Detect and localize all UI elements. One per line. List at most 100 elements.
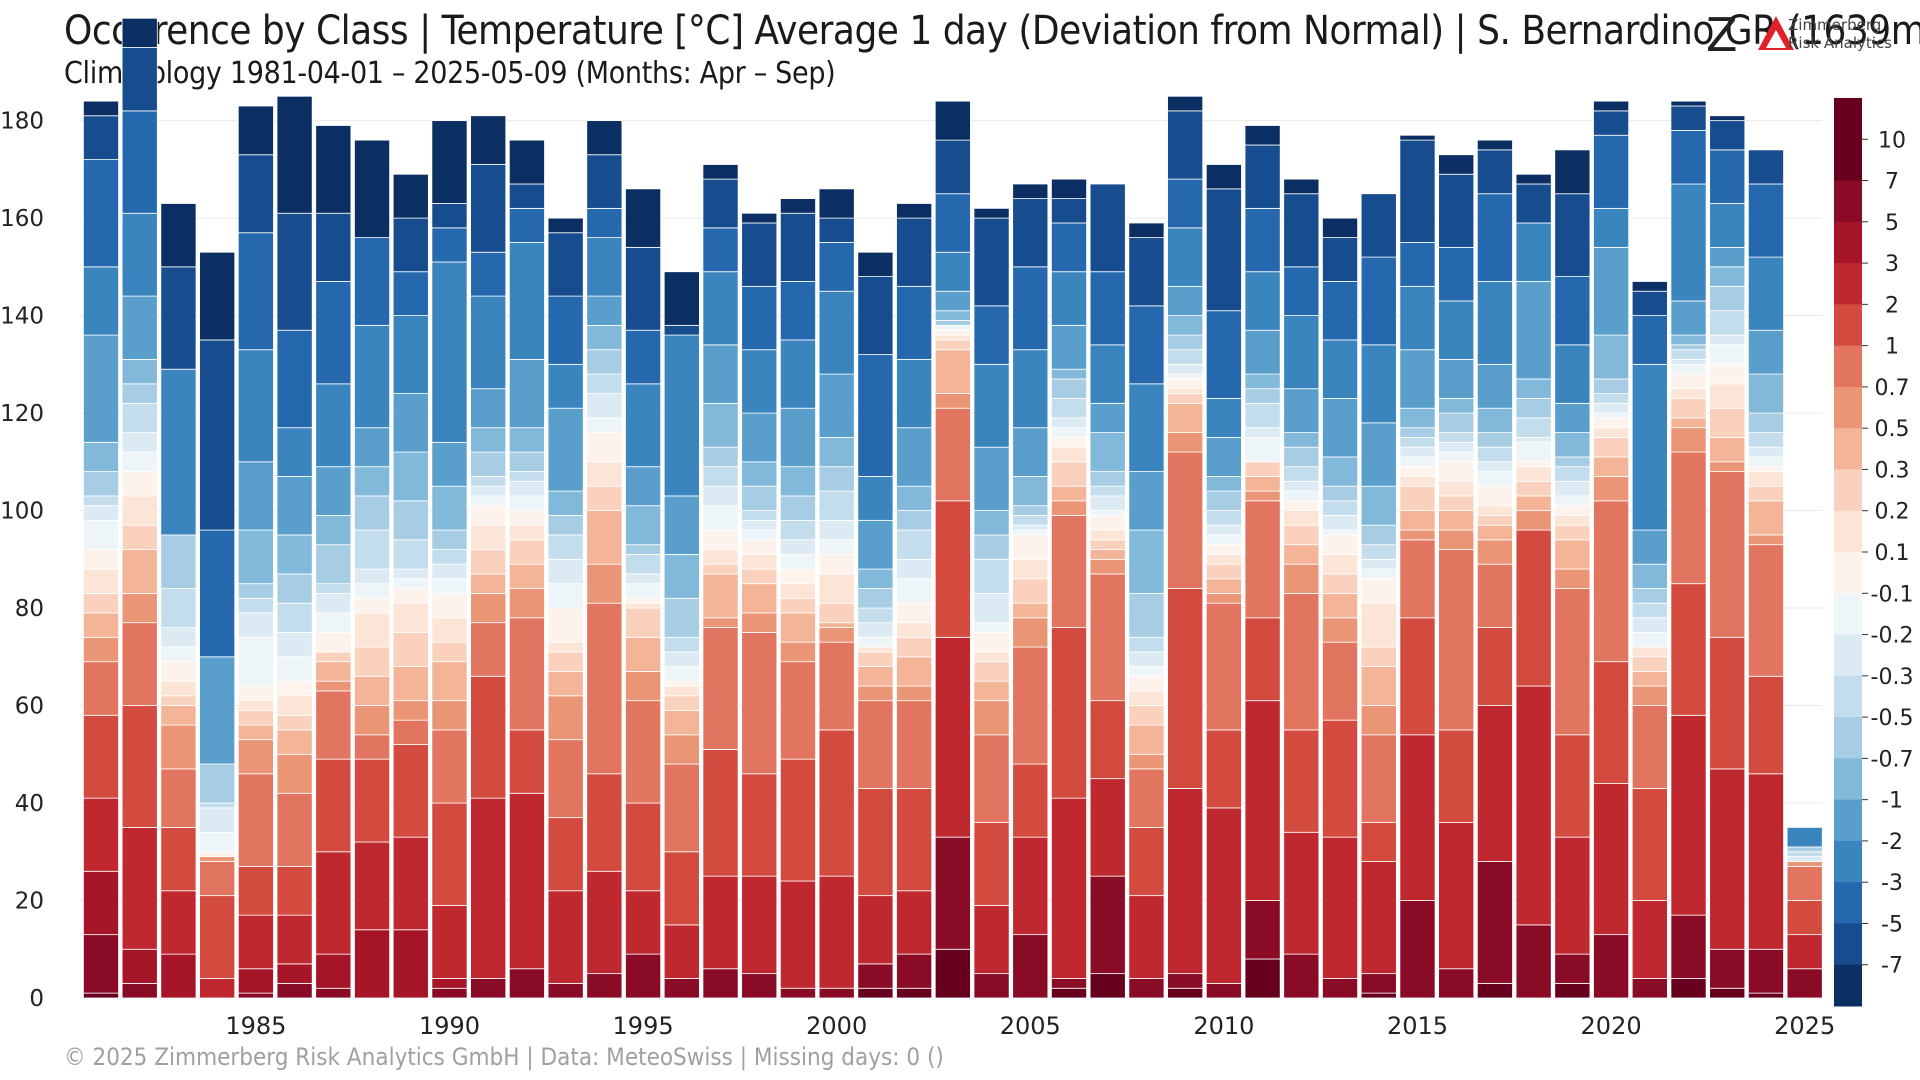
bar-segment [625,246,662,331]
bar-segment [818,875,855,989]
bar-segment [625,607,662,638]
bar-segment [934,251,971,292]
bar-segment [973,305,1010,365]
bar-segment [276,95,313,214]
bar-segment [1322,836,1359,979]
bar-segment [1670,344,1707,351]
bar-segment [1438,480,1475,497]
colorbar-label: 0.1 [1875,541,1910,566]
bar-segment [315,281,352,385]
bar-segment [121,524,158,550]
colorbar-label: -0.2 [1871,624,1914,649]
bar-segment [199,856,236,862]
bar-segment [818,519,855,541]
bar-segment [1128,305,1165,385]
bar-segment [1089,183,1126,273]
colorbar-swatch [1834,345,1862,388]
bar-segment [121,549,158,594]
bar-segment [1244,900,1281,960]
bar-segment [1670,914,1707,979]
bar-segment [83,870,120,936]
bar-segment [625,953,662,999]
bar-segment [779,281,816,341]
bar-segment [160,203,197,268]
bar-segment [121,295,158,360]
bar-segment [1515,529,1552,687]
bar-segment [1012,505,1049,516]
bar-segment [1089,432,1126,472]
bar-segment [1244,461,1281,477]
bar-segment [1786,846,1823,853]
bar-segment [741,568,778,585]
bar-segment [896,890,933,955]
bar-segment [1360,992,1397,999]
bar-segment [818,437,855,468]
bar-segment [973,207,1010,219]
bar-segment [1476,982,1513,999]
bar-segment [315,612,352,633]
bar-segment [586,373,623,394]
bar-segment [1283,524,1320,546]
bar-segment [973,217,1010,307]
bar-segment [1360,705,1397,736]
bar-segment [1631,290,1668,316]
bar-segment [663,651,700,667]
bar-segment [276,476,313,536]
colorbar-label: 0.3 [1875,458,1910,483]
bar-segment [1322,529,1359,536]
bar-segment [1670,100,1707,107]
bar-segment [354,841,391,931]
bar-stack [896,203,933,999]
bar-segment [1205,534,1242,546]
colorbar-swatch [1834,510,1862,553]
bar-segment [741,519,778,531]
y-tick-label: 180 [0,109,44,135]
bar-segment [779,641,816,663]
bar-segment [857,987,894,999]
bar-segment [741,632,778,775]
bar-segment [1438,549,1475,731]
bar-segment [1438,495,1475,511]
bar-segment [818,539,855,555]
bar-segment [276,632,313,658]
bar-segment [1012,836,1049,936]
bar-segment [1476,539,1513,565]
colorbar-swatch [1834,717,1862,759]
bar-segment [83,934,120,994]
bar-segment [1438,822,1475,970]
bar-segment [934,407,971,502]
bar-segment [1167,451,1204,589]
bar-segment [508,183,545,209]
bar-segment [1283,193,1320,268]
colorbar-label: 0.2 [1875,500,1910,525]
bar-segment [470,622,507,677]
bar-segment [586,461,623,487]
bar-segment [1360,193,1397,258]
bar-segment [1670,129,1707,185]
bar-segment [702,227,739,273]
bar-segment [160,724,197,770]
bar-segment [702,749,739,877]
bar-segment [1322,515,1359,531]
bar-segment [1322,617,1359,643]
bar-segment [1631,602,1668,619]
bar-stack [1709,115,1746,999]
bar-segment [1128,826,1165,897]
bar-segment [237,612,274,638]
bar-segment [1554,149,1591,195]
bar-segment [83,593,120,614]
bar-segment [276,729,313,755]
bar-segment [1244,476,1281,492]
bar-segment [1205,310,1242,399]
bar-segment [1593,412,1630,419]
bar-segment [625,383,662,468]
bar-segment [625,602,662,609]
bar-segment [1283,729,1320,833]
bar-stack [547,217,584,999]
bar-stack [702,164,739,999]
bar-segment [1438,300,1475,360]
colorbar-swatch [1834,263,1862,305]
bar-stack [199,251,236,999]
bar-segment [1012,266,1049,351]
bar-segment [431,549,468,565]
